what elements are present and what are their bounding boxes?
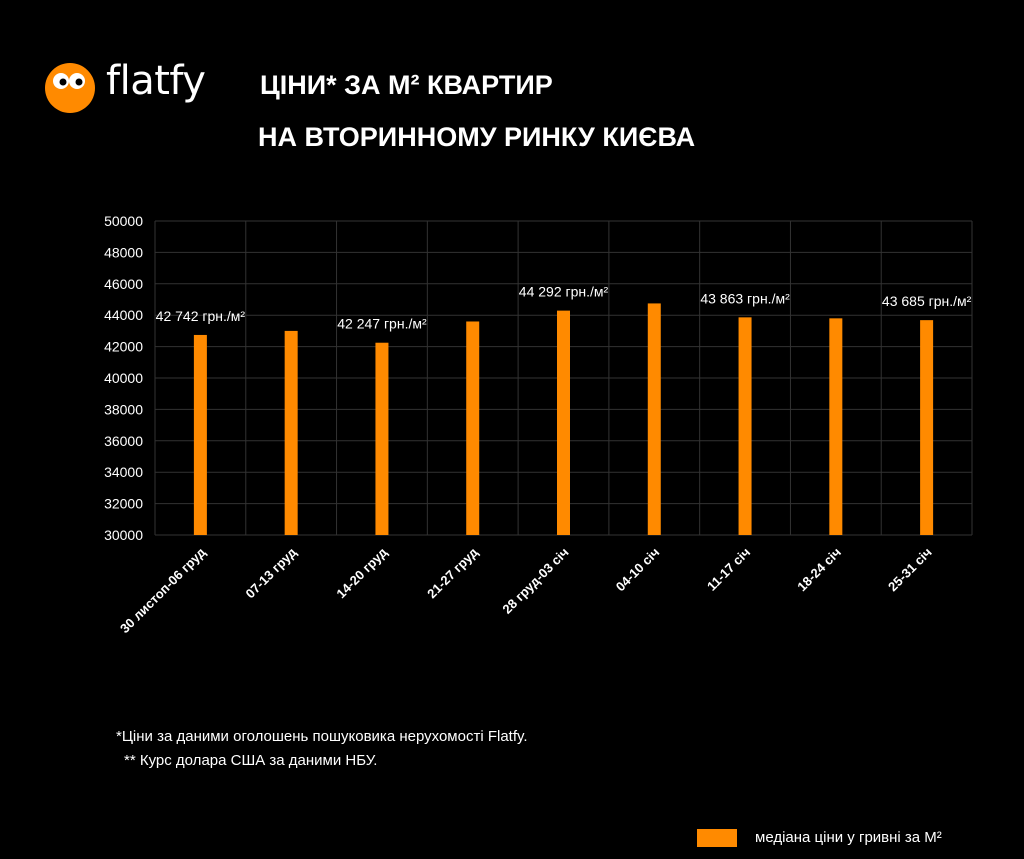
x-tick-label: 11-17 січ [704,545,753,594]
bar [193,334,207,535]
x-tick-label: 07-13 груд [243,544,300,601]
data-label: 42 742 грн./м² [156,308,246,324]
x-tick-label: 18-24 січ [794,545,844,595]
legend-label: медіана ціни у гривні за М² [755,829,942,846]
x-tick-label: 21-27 груд [424,544,481,601]
bar [647,303,661,535]
y-tick-label: 32000 [104,496,143,512]
data-label: 42 247 грн./м² [337,316,427,332]
y-tick-label: 46000 [104,276,143,292]
data-label: 43 685 грн./м² [882,293,972,309]
bar [829,318,843,535]
bar [284,330,298,535]
y-tick-label: 38000 [104,401,143,417]
chart-title-line-1: ЦІНИ* ЗА М² КВАРТИР [260,70,553,100]
y-tick-label: 30000 [104,527,143,543]
bar [557,310,570,535]
y-tick-label: 48000 [104,244,143,260]
data-label: 43 863 грн./м² [700,290,790,306]
flatfy-logo-icon [45,63,95,113]
bar [738,317,752,535]
data-label: 44 292 грн./м² [519,284,609,300]
x-tick-label: 30 листоп-06 груд [117,544,209,636]
x-tick-label: 04-10 січ [613,545,663,595]
x-tick-label: 14-20 груд [333,544,390,601]
y-tick-label: 42000 [104,339,143,355]
chart-title-line-2: НА ВТОРИННОМУ РИНКУ КИЄВА [258,122,696,152]
bar [920,320,934,535]
y-tick-label: 34000 [104,464,143,480]
y-tick-label: 44000 [104,307,143,323]
footnote-exchange-rate: ** Курс долара США за даними НБУ. [124,752,378,769]
y-tick-label: 40000 [104,370,143,386]
y-tick-label: 36000 [104,433,143,449]
legend-swatch [697,829,737,847]
bar-chart: 30000 32000 34000 36000 38000 40000 42000 44000… [104,213,973,636]
flatfy-logo: flatfy [44,58,224,116]
bar [466,321,480,535]
footnote-prices: *Ціни за даними оголошень пошуковика нер… [116,728,528,745]
y-tick-label: 50000 [104,213,143,229]
x-tick-label: 25-31 січ [885,545,935,595]
logo-text: flatfy [106,58,206,104]
x-tick-label: 28 груд-03 січ [499,545,571,617]
bar [375,342,389,535]
